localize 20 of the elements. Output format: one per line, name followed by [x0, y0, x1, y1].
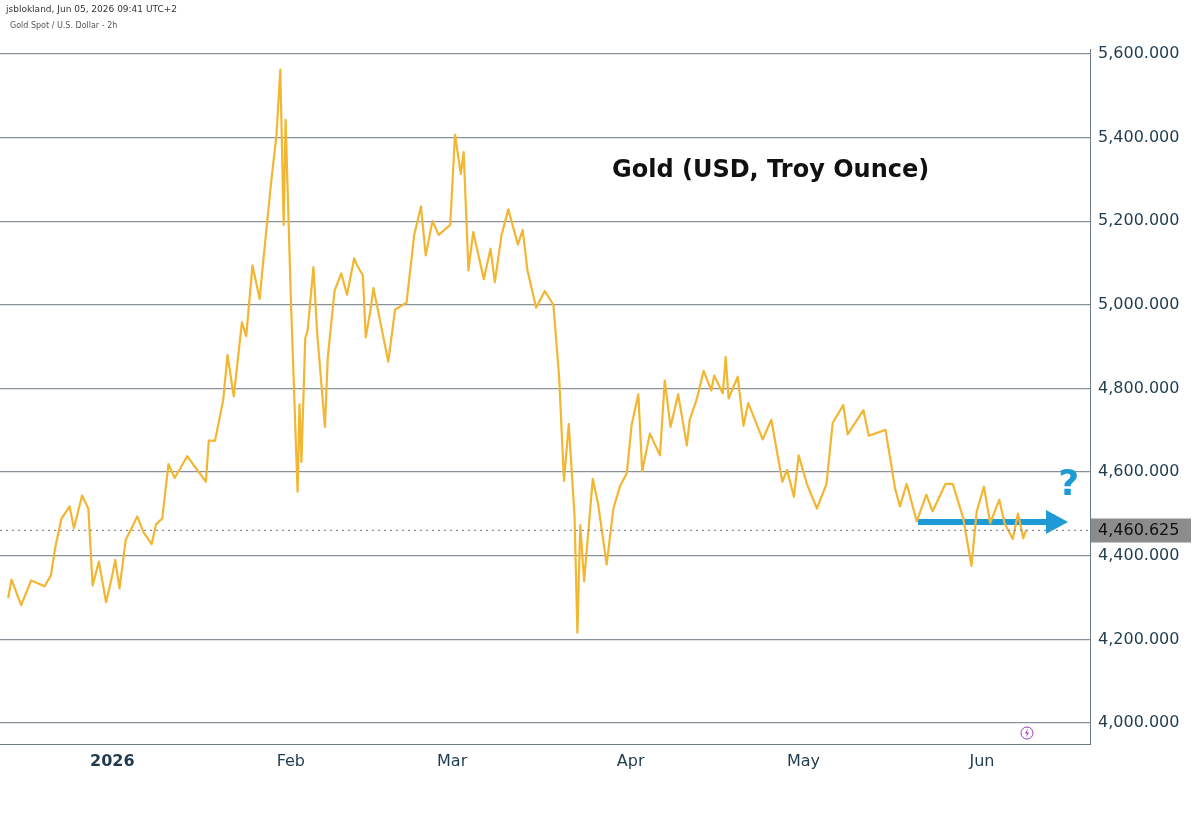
y-tick-label: 4,200.000 [1098, 628, 1180, 648]
y-tick-label: 5,600.000 [1098, 42, 1180, 62]
x-tick-label: Jun [968, 750, 995, 770]
ref-line-label: 4,460.625 [1098, 519, 1180, 539]
x-tick-label: 2026 [90, 750, 135, 770]
x-tick-label: Apr [616, 750, 645, 770]
x-tick-label: May [786, 750, 820, 770]
text: Gold Spot / U.S. Dollar - 2h [10, 21, 118, 30]
text: Gold (USD, Troy Ounce) [612, 155, 930, 183]
y-tick-label: 5,200.000 [1098, 210, 1180, 230]
y-tick-label: 4,800.000 [1098, 377, 1180, 397]
annotation: ? [1058, 461, 1080, 503]
x-tick-label: Feb [276, 750, 306, 770]
x-tick-label: Mar [437, 750, 468, 770]
text: jsblokland, Jun 05, 2026 09:41 UTC+2 [6, 4, 178, 14]
y-tick-label: 5,400.000 [1098, 126, 1180, 146]
y-tick-label: 4,000.000 [1098, 712, 1180, 732]
y-tick-label: 4,600.000 [1098, 461, 1180, 481]
y-tick-label: 4,400.000 [1098, 544, 1180, 564]
y-tick-label: 5,000.000 [1098, 293, 1180, 313]
